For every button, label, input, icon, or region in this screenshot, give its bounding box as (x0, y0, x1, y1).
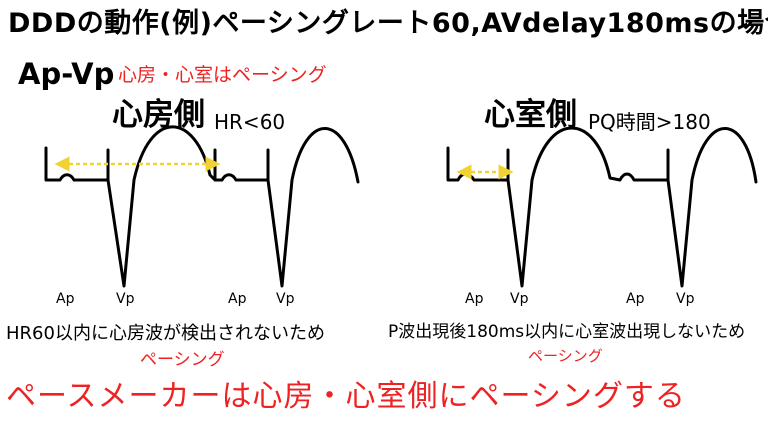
mode-label: Ap-Vp (18, 57, 115, 91)
ventricular-pacing-label: ペーシング (528, 347, 603, 365)
ventricular-pace-label: Vp (676, 291, 695, 307)
ventricular-pace-label: Vp (116, 291, 135, 307)
mode-note: 心房・心室はペーシング (118, 64, 327, 86)
atrial-ecg-trace (44, 125, 360, 288)
conclusion-text: ペースメーカーは心房・心室側にペーシングする (6, 379, 686, 414)
atrial-pace-label: Ap (228, 291, 247, 307)
atrial-pace-label: Ap (56, 291, 75, 307)
ventricular-pace-label: Vp (510, 291, 529, 307)
atrial-heading: 心房側 (112, 97, 205, 133)
atrial-condition: HR<60 (214, 110, 286, 134)
ventricular-reason: P波出現後180ms以内に心室波出現しないため (388, 322, 746, 342)
ventricular-pace-label: Vp (276, 291, 295, 307)
atrial-reason: HR60以内に心房波が検出されないため (6, 323, 325, 344)
diagram-title: DDDの動作(例)ペーシングレート60,AVdelay180msの場合 (8, 8, 768, 39)
ventricular-ecg-trace (446, 126, 758, 288)
atrial-pace-label: Ap (465, 291, 484, 307)
atrial-pace-label: Ap (626, 291, 645, 307)
atrial-pacing-label: ペーシング (140, 350, 225, 370)
ventricular-heading: 心室側 (484, 97, 577, 133)
ventricular-condition: PQ時間>180 (588, 110, 711, 134)
